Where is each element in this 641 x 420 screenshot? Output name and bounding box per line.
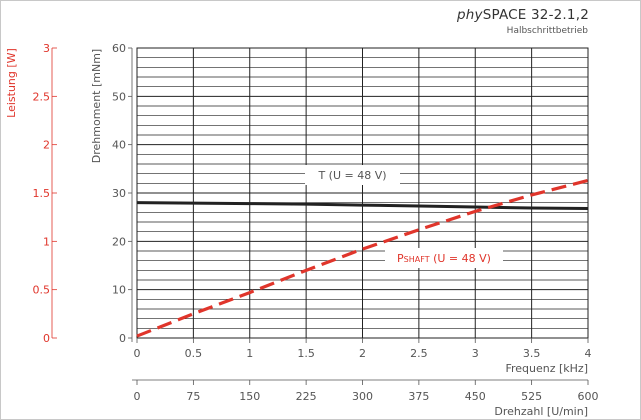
frequency-tick-label: 1 xyxy=(246,347,253,360)
chart-subtitle: Halbschrittbetrieb xyxy=(506,26,588,36)
chart-title: phySPACE 32-2.1,2 xyxy=(457,7,589,23)
torque-label-box xyxy=(305,165,400,185)
torque-tick-label: 20 xyxy=(112,235,126,248)
title-suffix: SPACE 32-2.1,2 xyxy=(482,7,589,23)
series-labels: T (U = 48 V) PSHAFT (U = 48 V) xyxy=(305,165,503,268)
frequency-tick-label: 2.5 xyxy=(410,347,428,360)
speed-tick-label: 0 xyxy=(134,390,141,403)
torque-tick-label: 40 xyxy=(112,139,126,152)
frequency-tick-label: 0.5 xyxy=(185,347,203,360)
frequency-axis-label: Frequenz [kHz] xyxy=(505,362,588,375)
torque-tick-label: 60 xyxy=(112,42,126,55)
speed-tick-label: 600 xyxy=(578,390,599,403)
power-tick-label: 2 xyxy=(43,139,50,152)
frequency-tick-label: 4 xyxy=(585,347,592,360)
torque-tick-label: 50 xyxy=(112,90,126,103)
speed-tick-label: 300 xyxy=(352,390,373,403)
power-axis-label: Leistung [W] xyxy=(5,48,18,118)
speed-axis-label: Drehzahl [U/min] xyxy=(494,405,588,418)
frequency-tick-label: 3.5 xyxy=(523,347,541,360)
power-tick-label: 3 xyxy=(43,42,50,55)
power-tick-label: 1 xyxy=(43,235,50,248)
torque-tick-label: 30 xyxy=(112,187,126,200)
speed-tick-label: 75 xyxy=(186,390,200,403)
series-lines xyxy=(136,178,589,338)
speed-tick-label: 150 xyxy=(239,390,260,403)
torque-line xyxy=(136,201,589,210)
power-label-main: P xyxy=(397,252,404,265)
torque-tick-label: 0 xyxy=(119,332,126,345)
speed-tick-label: 375 xyxy=(408,390,429,403)
power-label-sub: SHAFT xyxy=(404,255,430,264)
power-tick-label: 1.5 xyxy=(33,187,51,200)
frequency-tick-label: 2 xyxy=(359,347,366,360)
speed-tick-label: 225 xyxy=(296,390,317,403)
power-series-label: PSHAFT (U = 48 V) xyxy=(397,252,491,265)
torque-axis-label: Drehmoment [mNm] xyxy=(90,49,103,163)
frequency-tick-label: 1.5 xyxy=(297,347,315,360)
torque-series-label: T (U = 48 V) xyxy=(317,169,386,182)
power-line xyxy=(136,178,589,338)
power-tick-label: 0.5 xyxy=(33,284,51,297)
power-label-box xyxy=(385,248,503,268)
power-tick-label: 2.5 xyxy=(33,90,51,103)
title-prefix: phy xyxy=(456,7,483,23)
frequency-tick-label: 0 xyxy=(134,347,141,360)
torque-tick-label: 10 xyxy=(112,284,126,297)
speed-tick-label: 450 xyxy=(465,390,486,403)
power-tick-label: 0 xyxy=(43,332,50,345)
speed-tick-label: 525 xyxy=(521,390,542,403)
frequency-tick-label: 3 xyxy=(472,347,479,360)
power-label-rest: (U = 48 V) xyxy=(430,252,491,265)
grid xyxy=(136,47,589,339)
